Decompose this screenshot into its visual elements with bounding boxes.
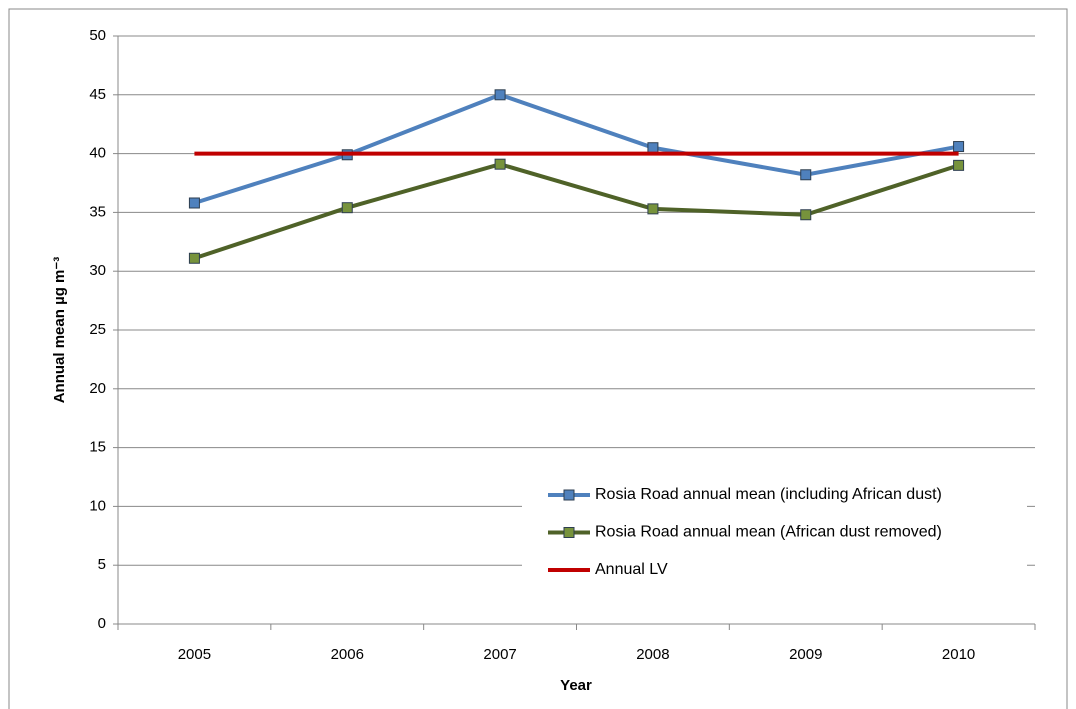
x-tick-label: 2009 bbox=[789, 646, 822, 663]
x-tick-label: 2005 bbox=[178, 646, 211, 663]
data-point bbox=[647, 203, 659, 215]
data-point bbox=[647, 142, 659, 154]
y-tick-label: 20 bbox=[89, 380, 106, 397]
y-tick-label: 30 bbox=[89, 262, 106, 279]
legend-label: Annual LV bbox=[595, 561, 668, 578]
x-tick-label: 2007 bbox=[483, 646, 516, 663]
data-point bbox=[494, 158, 506, 170]
x-tick-label: 2010 bbox=[942, 646, 975, 663]
y-axis-label: Annual mean µg m⁻³ bbox=[51, 257, 68, 404]
data-point bbox=[494, 89, 506, 101]
legend-box bbox=[522, 476, 1027, 586]
data-point bbox=[800, 169, 812, 181]
data-point bbox=[953, 141, 965, 153]
data-point bbox=[188, 197, 200, 209]
y-tick-label: 50 bbox=[89, 27, 106, 44]
y-tick-label: 35 bbox=[89, 203, 106, 220]
x-tick-label: 2008 bbox=[636, 646, 669, 663]
legend-marker bbox=[563, 527, 575, 538]
data-point bbox=[341, 202, 353, 214]
series-line bbox=[193, 162, 960, 261]
data-point bbox=[800, 209, 812, 221]
legend: Rosia Road annual mean (including Africa… bbox=[522, 476, 1027, 586]
y-tick-label: 15 bbox=[89, 439, 106, 456]
legend-marker bbox=[563, 489, 575, 501]
y-tick-label: 40 bbox=[89, 145, 106, 162]
y-tick-label: 5 bbox=[98, 556, 106, 573]
chart-border bbox=[8, 8, 1068, 709]
y-tick-label: 0 bbox=[98, 615, 106, 632]
data-point bbox=[188, 252, 200, 264]
y-tick-label: 10 bbox=[89, 497, 106, 514]
legend-label: Rosia Road annual mean (African dust rem… bbox=[595, 524, 942, 541]
y-tick-label: 25 bbox=[89, 321, 106, 338]
x-axis-label: Year bbox=[560, 677, 592, 694]
y-tick-label: 45 bbox=[89, 86, 106, 103]
data-point bbox=[953, 159, 965, 171]
x-tick-label: 2006 bbox=[331, 646, 364, 663]
legend-label: Rosia Road annual mean (including Africa… bbox=[595, 486, 942, 503]
series-line bbox=[193, 92, 959, 205]
